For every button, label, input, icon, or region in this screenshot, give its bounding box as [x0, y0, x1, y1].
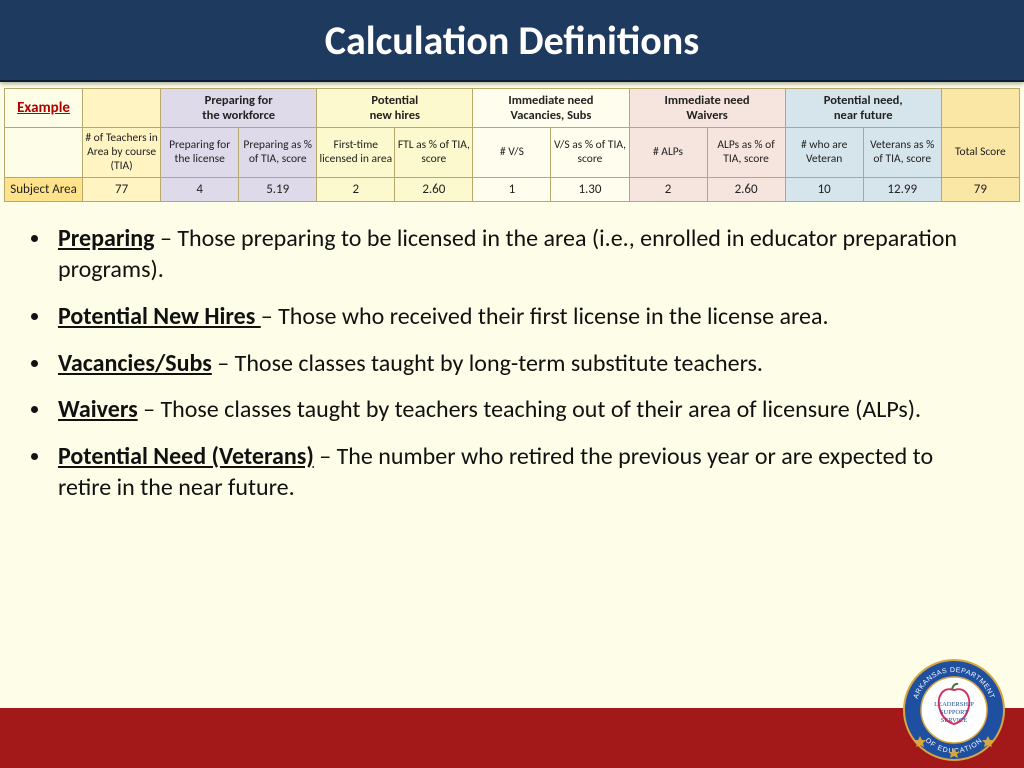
page-title: Calculation Definitions	[325, 16, 699, 65]
definition-text: – Those preparing to be licensed in the …	[58, 224, 957, 284]
sub-header-6: V/S as % of TIA, score	[551, 128, 629, 178]
definition-item-0: Preparing – Those preparing to be licens…	[52, 224, 988, 285]
sub-header-5: # V/S	[473, 128, 551, 178]
data-cell-4: 2.60	[395, 178, 473, 202]
sub-header-9: # who are Veteran	[785, 128, 863, 178]
data-row: Subject Area 7745.1922.6011.3022.601012.…	[5, 178, 1020, 202]
data-cell-6: 1.30	[551, 178, 629, 202]
footer-bar	[0, 708, 1024, 768]
group-header-6	[941, 89, 1019, 128]
seal-line2: SUPPORT	[940, 709, 968, 716]
group-header-1: Preparing forthe workforce	[161, 89, 317, 128]
definition-term: Potential Need (Veterans)	[58, 442, 314, 471]
definition-term: Preparing	[58, 224, 155, 253]
definition-term: Potential New Hires	[58, 302, 261, 331]
department-seal: ARKANSAS DEPARTMENT OF EDUCATION LEADERS…	[902, 658, 1006, 762]
definitions-table-wrap: Example Preparing forthe workforcePotent…	[0, 82, 1024, 202]
definition-text: – Those who received their first license…	[261, 302, 829, 331]
definition-text: – Those classes taught by long-term subs…	[212, 349, 763, 378]
sub-header-4: FTL as % of TIA, score	[395, 128, 473, 178]
seal-line3: SERVICE	[941, 717, 968, 724]
data-cell-3: 2	[317, 178, 395, 202]
sub-header-row: # of Teachers in Area by course (TIA)Pre…	[5, 128, 1020, 178]
data-cell-11: 79	[941, 178, 1019, 202]
sub-header-8: ALPs as % of TIA, score	[707, 128, 785, 178]
data-cell-7: 2	[629, 178, 707, 202]
group-header-5: Potential need,near future	[785, 89, 941, 128]
sub-header-7: # ALPs	[629, 128, 707, 178]
group-header-0	[83, 89, 161, 128]
group-header-2: Potentialnew hires	[317, 89, 473, 128]
title-bar: Calculation Definitions	[0, 0, 1024, 82]
sub-header-3: First-time licensed in area	[317, 128, 395, 178]
data-cell-1: 4	[161, 178, 239, 202]
sub-header-2: Preparing as % of TIA, score	[239, 128, 317, 178]
blank-corner	[5, 128, 83, 178]
data-cell-5: 1	[473, 178, 551, 202]
definition-item-3: Waivers – Those classes taught by teache…	[52, 395, 988, 426]
definition-text: – Those classes taught by teachers teach…	[138, 395, 921, 424]
sub-header-0: # of Teachers in Area by course (TIA)	[83, 128, 161, 178]
row-label: Subject Area	[5, 178, 83, 202]
data-cell-2: 5.19	[239, 178, 317, 202]
sub-header-10: Veterans as % of TIA, score	[863, 128, 941, 178]
group-header-row: Example Preparing forthe workforcePotent…	[5, 89, 1020, 128]
definition-item-1: Potential New Hires – Those who received…	[52, 302, 988, 333]
group-header-4: Immediate needWaivers	[629, 89, 785, 128]
data-cell-0: 77	[83, 178, 161, 202]
definitions-table: Example Preparing forthe workforcePotent…	[4, 88, 1020, 202]
sub-header-11: Total Score	[941, 128, 1019, 178]
sub-header-1: Preparing for the license	[161, 128, 239, 178]
example-label: Example	[5, 89, 83, 128]
seal-line1: LEADERSHIP	[934, 701, 974, 708]
definition-item-2: Vacancies/Subs – Those classes taught by…	[52, 349, 988, 380]
data-cell-9: 10	[785, 178, 863, 202]
definition-term: Vacancies/Subs	[58, 349, 212, 378]
definition-item-4: Potential Need (Veterans) – The number w…	[52, 442, 988, 503]
data-cell-8: 2.60	[707, 178, 785, 202]
definition-term: Waivers	[58, 395, 138, 424]
data-cell-10: 12.99	[863, 178, 941, 202]
definitions-list: Preparing – Those preparing to be licens…	[0, 202, 1024, 503]
group-header-3: Immediate needVacancies, Subs	[473, 89, 629, 128]
